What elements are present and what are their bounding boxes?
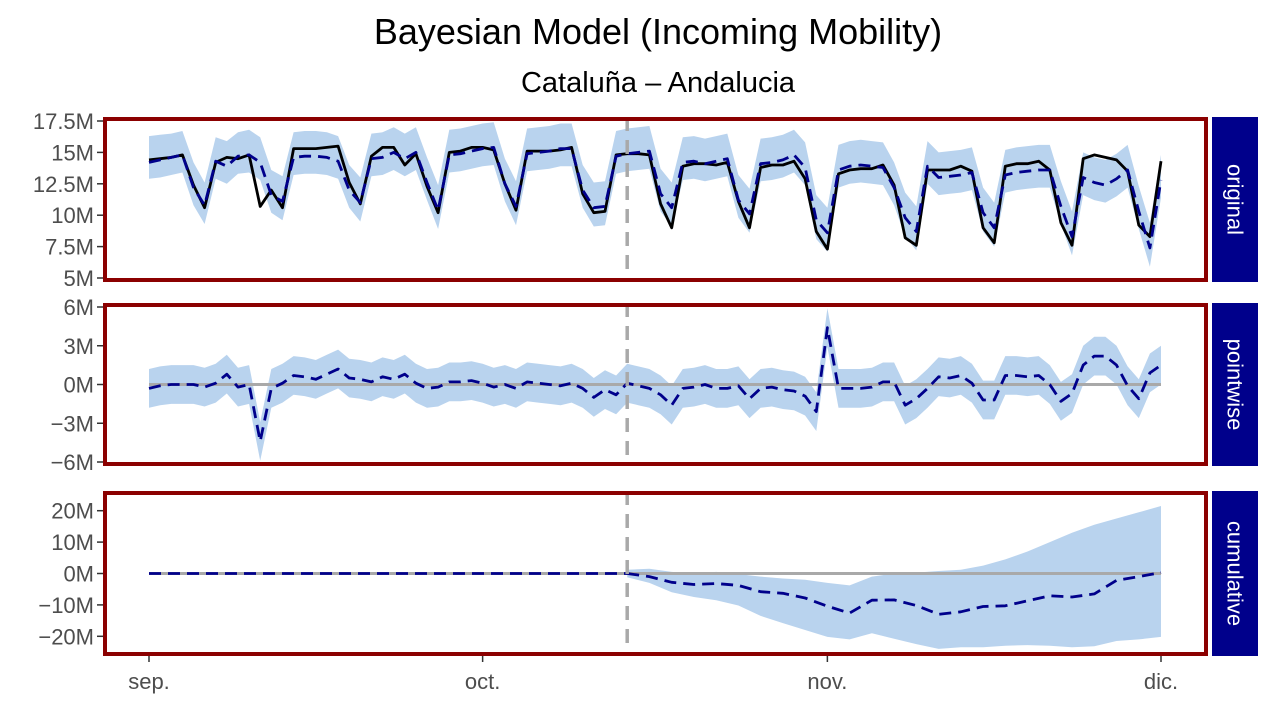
y-tick-label: 5M — [63, 266, 94, 291]
y-tick-label: 6M — [63, 295, 94, 320]
chart-title: Bayesian Model (Incoming Mobility) — [374, 11, 942, 52]
y-tick-label: 7.5M — [45, 235, 94, 260]
panel-frame — [103, 491, 1208, 656]
x-tick-label: oct. — [465, 669, 500, 694]
credible-interval-band — [149, 122, 1161, 267]
facet-strip-label: cumulative — [1223, 521, 1248, 626]
credible-interval-band — [627, 506, 1161, 649]
facet-strip — [1212, 491, 1258, 656]
y-tick-label: 20M — [51, 499, 94, 524]
y-tick-label: 15M — [51, 140, 94, 165]
facet-strip — [1212, 117, 1258, 282]
actual-series-line — [148, 144, 1163, 251]
y-tick-label: −10M — [38, 593, 94, 618]
panel-original: 5M 7.5M 10M 12.5M 15M 17.5M original — [33, 109, 1258, 291]
panel-plot-area — [149, 506, 1162, 649]
facet-strip-label: original — [1223, 164, 1248, 235]
y-tick-label: 10M — [51, 203, 94, 228]
predicted-series-line — [148, 146, 1163, 250]
y-tick-label: −6M — [51, 450, 94, 475]
panel-pointwise: −6M −3M 0M 3M 6M pointwise — [51, 295, 1258, 475]
panel-cumulative: −20M −10M 0M 10M 20M cumulative — [38, 491, 1258, 656]
facet-strip-label: pointwise — [1223, 339, 1248, 431]
chart-subtitle: Cataluña – Andalucia — [521, 67, 796, 99]
panel-frame — [103, 117, 1208, 282]
panel-plot-area — [148, 308, 1162, 461]
x-tick-label: sep. — [128, 669, 170, 694]
y-tick-label: 17.5M — [33, 109, 94, 134]
panel-plot-area — [148, 122, 1163, 267]
y-tick-label: 10M — [51, 530, 94, 555]
y-tick-label: −3M — [51, 411, 94, 436]
x-tick-label: dic. — [1144, 669, 1178, 694]
predicted-series-line — [627, 571, 1162, 616]
predicted-series-line — [148, 326, 1162, 443]
y-tick-label: 0M — [63, 562, 94, 587]
y-tick-label: 12.5M — [33, 172, 94, 197]
panel-frame — [103, 303, 1208, 466]
y-tick-label: −20M — [38, 624, 94, 649]
y-tick-label: 0M — [63, 373, 94, 398]
y-tick-label: 3M — [63, 334, 94, 359]
facet-strip — [1212, 303, 1258, 466]
x-tick-label: nov. — [807, 669, 847, 694]
